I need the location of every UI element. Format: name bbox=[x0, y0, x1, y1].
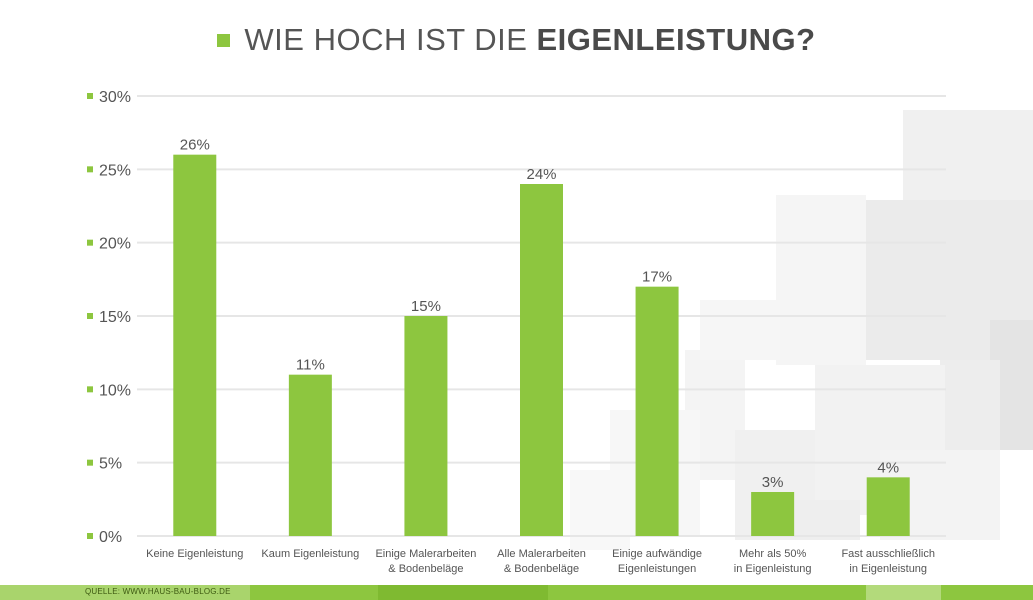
y-tick-label: 30% bbox=[99, 89, 131, 106]
data-label: 24% bbox=[526, 166, 556, 183]
y-tick-label: 15% bbox=[99, 309, 131, 326]
y-tick-label: 10% bbox=[99, 382, 131, 399]
source-label: QUELLE: WWW.HAUS-BAU-BLOG.DE bbox=[85, 587, 231, 596]
x-category-label: Einige aufwändige bbox=[612, 548, 702, 560]
data-label: 17% bbox=[642, 269, 672, 286]
x-category-label: Kaum Eigenleistung bbox=[261, 548, 359, 560]
data-label: 11% bbox=[296, 357, 325, 374]
y-tick-label: 20% bbox=[99, 236, 131, 253]
title-light-part: WIE HOCH IST DIE bbox=[244, 22, 528, 57]
y-tick-bullet-icon bbox=[87, 459, 93, 466]
x-category-label: Einige Malerarbeiten bbox=[375, 548, 476, 560]
bar bbox=[404, 316, 448, 536]
data-label: 3% bbox=[762, 474, 784, 491]
x-category-label: Fast ausschließlich bbox=[841, 548, 935, 560]
y-tick-bullet-icon bbox=[87, 313, 93, 319]
y-tick-label: 25% bbox=[99, 162, 131, 179]
title-bold-part: EIGENLEISTUNG? bbox=[536, 22, 816, 57]
bar bbox=[288, 374, 332, 536]
bar bbox=[866, 477, 910, 536]
x-category-label: Keine Eigenleistung bbox=[146, 548, 243, 560]
y-tick-label: 5% bbox=[99, 456, 122, 473]
bar bbox=[173, 154, 217, 536]
y-tick-bullet-icon bbox=[87, 386, 93, 393]
y-tick-bullet-icon bbox=[87, 239, 93, 246]
bar bbox=[751, 492, 795, 536]
footer-segment-dark bbox=[378, 585, 548, 600]
y-tick-bullet-icon bbox=[87, 166, 93, 173]
title-square-icon bbox=[217, 33, 231, 47]
bar bbox=[520, 184, 563, 536]
bar bbox=[635, 286, 679, 536]
data-label: 26% bbox=[180, 137, 210, 154]
data-label: 4% bbox=[877, 459, 899, 476]
x-category-label: & Bodenbeläge bbox=[388, 563, 463, 575]
x-category-label: Alle Malerarbeiten bbox=[497, 548, 586, 560]
chart-title: WIE HOCH IST DIE EIGENLEISTUNG? bbox=[0, 22, 1033, 58]
footer-segment-light-2 bbox=[866, 585, 941, 600]
y-tick-bullet-icon bbox=[87, 533, 93, 539]
y-tick-label: 0% bbox=[99, 529, 122, 546]
x-category-label: in Eigenleistung bbox=[849, 563, 927, 575]
x-category-label: Eigenleistungen bbox=[618, 563, 696, 575]
x-category-label: & Bodenbeläge bbox=[504, 563, 579, 575]
x-category-label: Mehr als 50% bbox=[739, 548, 806, 560]
y-tick-bullet-icon bbox=[87, 93, 93, 99]
data-label: 15% bbox=[411, 298, 441, 315]
footer-segment-light bbox=[0, 585, 250, 600]
x-category-label: in Eigenleistung bbox=[734, 563, 812, 575]
